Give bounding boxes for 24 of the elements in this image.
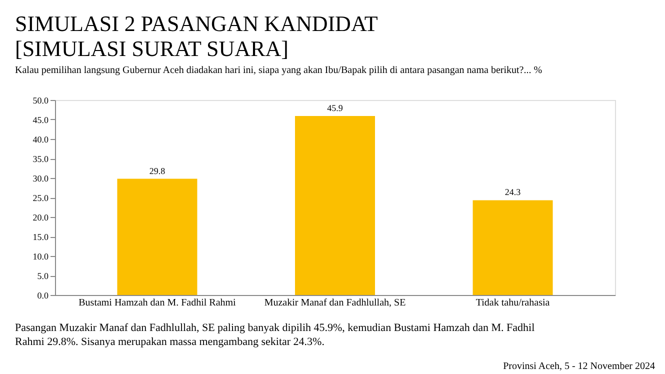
y-tick-label: 45.0 xyxy=(32,115,49,125)
bar xyxy=(295,116,375,295)
y-tick-label: 10.0 xyxy=(32,252,49,262)
bar xyxy=(117,178,198,295)
chart-subtitle: Kalau pemilihan langsung Gubernur Aceh diadakan hari ini, siapa yang akan Ibu/Bapak pilih di antara pasangan nama berikut?... % xyxy=(15,65,542,76)
y-tick-label: 40.0 xyxy=(32,134,49,144)
data-label: 45.9 xyxy=(327,102,344,113)
text: Provinsi Aceh, 5 - 12 November 2024 xyxy=(503,361,655,372)
chart-title: SIMULASI 2 PASANGAN KANDIDAT [SIMULASI SURAT SUARA] xyxy=(15,11,378,61)
y-tick-label: 5.0 xyxy=(37,271,49,281)
data-label: 29.8 xyxy=(149,166,166,176)
y-tick-label: 50.0 xyxy=(32,96,49,106)
x-tick-label: Bustami Hamzah dan M. Fadhil Rahmi xyxy=(78,298,236,308)
text: Pasangan Muzakir Manaf dan Fadhlullah, SE paling banyak dipilih 45.9%, kemudian Bustami Hamzah dan M. Fadhil Rahmi 29.8%. Sisanya merupakan massa mengambang sekitar 24.3%. xyxy=(15,322,535,348)
x-tick-label: Tidak tahu/rahasia xyxy=(476,298,550,308)
y-tick-label: 20.0 xyxy=(32,212,49,222)
y-tick-label: 0.0 xyxy=(37,290,49,300)
y-tick-label: 30.0 xyxy=(32,174,49,184)
x-tick-label: Muzakir Manaf dan Fadhlullah, SE xyxy=(264,298,406,308)
y-tick-label: 15.0 xyxy=(32,232,49,242)
y-tick-label: 25.0 xyxy=(32,193,49,203)
bar xyxy=(472,200,553,295)
y-tick-label: 35.0 xyxy=(32,154,49,164)
data-label: 24.3 xyxy=(504,187,522,198)
